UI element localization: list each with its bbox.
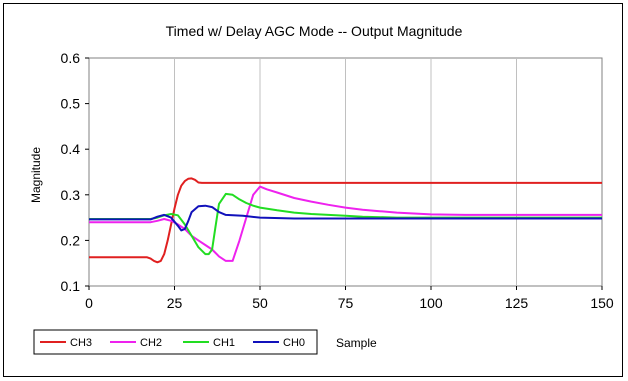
series-line-ch3 (89, 177, 602, 264)
x-tick-label: 25 (167, 295, 183, 311)
legend: CH3 CH2 CH1 CH0 (33, 329, 318, 355)
y-tick-label: 0.1 (61, 278, 81, 294)
x-tick-label: 75 (338, 295, 354, 311)
y-tick-label: 0.5 (61, 96, 81, 112)
x-tick-label: 150 (590, 295, 614, 311)
legend-label-ch0: CH0 (283, 337, 305, 349)
y-tick-label: 0.2 (61, 232, 81, 248)
x-tick-label: 50 (252, 295, 268, 311)
series-line-ch0 (89, 204, 602, 232)
legend-label-ch3: CH3 (70, 337, 92, 349)
legend-label-ch1: CH1 (213, 337, 235, 349)
y-axis-ticks: 0.1 0.2 0.3 0.4 0.5 0.6 (61, 50, 89, 294)
y-tick-label: 0.4 (61, 141, 81, 157)
y-axis-label: Magnitude (29, 147, 43, 203)
chart-frame: Timed w/ Delay AGC Mode -- Output Magnit… (3, 3, 623, 377)
chart-title: Timed w/ Delay AGC Mode -- Output Magnit… (166, 23, 463, 39)
x-tick-label: 100 (419, 295, 443, 311)
x-axis-ticks: 0 25 50 75 100 125 150 (85, 286, 614, 311)
y-tick-label: 0.3 (61, 187, 81, 203)
x-tick-label: 0 (85, 295, 93, 311)
plot-area: 0.1 0.2 0.3 0.4 0.5 0.6 0 25 50 75 100 125 150 (61, 50, 614, 311)
y-tick-label: 0.6 (61, 50, 81, 66)
grid-lines (174, 58, 517, 286)
series-line-ch2 (89, 185, 602, 262)
legend-label-ch2: CH2 (140, 337, 162, 349)
series-lines (89, 177, 602, 264)
x-tick-label: 125 (505, 295, 529, 311)
line-chart: Timed w/ Delay AGC Mode -- Output Magnit… (29, 23, 614, 355)
x-axis-label: Sample (336, 336, 377, 350)
series-line-ch1 (89, 192, 602, 256)
